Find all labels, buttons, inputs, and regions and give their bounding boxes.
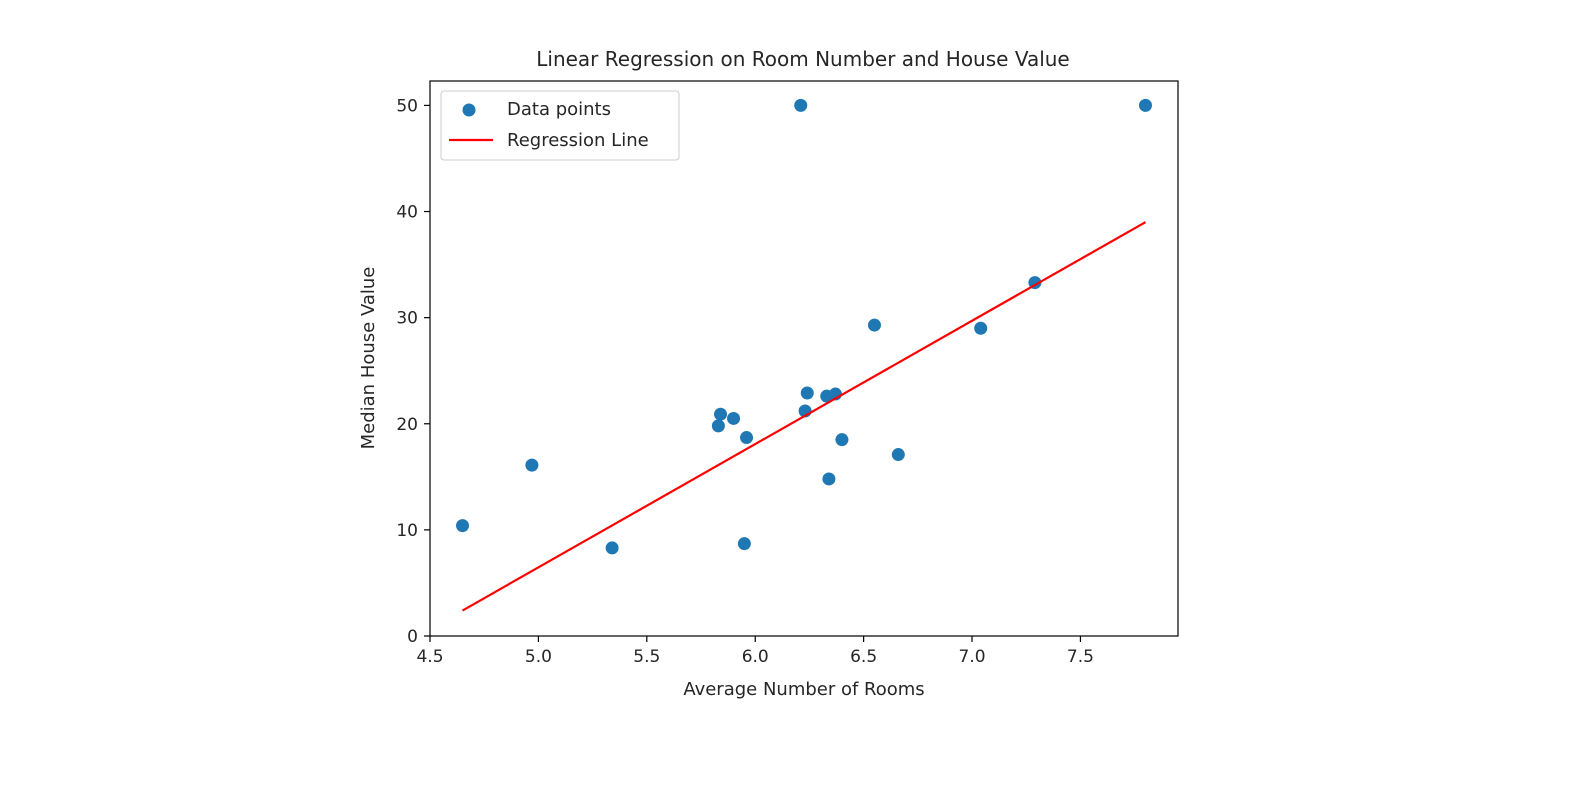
data-point: [737, 537, 751, 551]
data-point: [711, 419, 725, 433]
data-point: [740, 431, 754, 445]
legend-marker-data-points: [462, 103, 476, 117]
x-tick-label: 4.5: [416, 647, 443, 667]
y-tick-label: 0: [407, 627, 418, 647]
x-tick-label: 7.5: [1067, 647, 1094, 667]
x-tick-label: 6.0: [742, 647, 769, 667]
data-point: [714, 407, 728, 421]
y-tick-label: 50: [396, 96, 418, 116]
x-tick-label: 7.0: [959, 647, 986, 667]
axes-frame: [429, 80, 1179, 637]
x-tick-label: 5.5: [633, 647, 660, 667]
data-point: [974, 321, 988, 335]
x-axis-label: Average Number of Rooms: [683, 679, 924, 700]
legend: Data points Regression Line: [440, 90, 680, 161]
y-tick-label: 20: [396, 415, 418, 435]
regression-line: [461, 221, 1147, 612]
data-point: [867, 318, 881, 332]
x-axis: 4.5 5.0 5.5 6.0 6.5 7.0 7.5: [416, 636, 1094, 667]
data-point: [794, 98, 808, 112]
data-point: [1138, 98, 1152, 112]
y-tick-label: 10: [396, 521, 418, 541]
legend-box: [440, 90, 680, 161]
y-axis: 0 10 20 30 40 50: [396, 96, 430, 647]
series-layer: [456, 98, 1152, 612]
data-point: [800, 386, 814, 400]
legend-label-data-points: Data points: [507, 99, 611, 120]
data-point: [605, 541, 619, 555]
y-tick-label: 40: [396, 203, 418, 223]
chart-title: Linear Regression on Room Number and Hou…: [536, 47, 1070, 71]
y-tick-label: 30: [396, 309, 418, 329]
data-point: [822, 472, 836, 486]
y-axis-label: Median House Value: [358, 267, 379, 450]
x-tick-label: 5.0: [525, 647, 552, 667]
data-point: [891, 448, 905, 462]
x-tick-label: 6.5: [850, 647, 877, 667]
data-point: [456, 519, 470, 533]
data-point: [835, 433, 849, 447]
data-point: [727, 411, 741, 425]
data-point: [525, 458, 539, 472]
legend-label-regression-line: Regression Line: [507, 130, 649, 151]
